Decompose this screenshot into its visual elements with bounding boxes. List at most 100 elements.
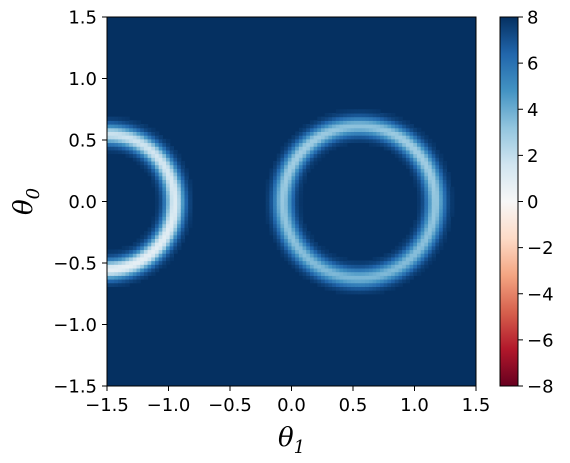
heatmap-cell bbox=[343, 131, 348, 136]
heatmap-cell bbox=[147, 267, 152, 273]
heatmap-cell bbox=[173, 168, 178, 173]
heatmap-cell bbox=[446, 216, 451, 221]
heatmap-cell bbox=[154, 153, 160, 158]
heatmap-cell bbox=[295, 234, 300, 239]
heatmap-cell bbox=[136, 278, 141, 284]
heatmap-cell bbox=[306, 157, 311, 162]
heatmap-cell bbox=[413, 253, 418, 258]
heatmap-cell bbox=[166, 256, 171, 262]
heatmap-cell bbox=[321, 278, 326, 284]
heatmap-cell bbox=[313, 157, 318, 162]
heatmap-cell bbox=[140, 242, 145, 247]
heatmap-cell bbox=[276, 234, 282, 239]
heatmap-cell bbox=[354, 116, 359, 121]
heatmap-cell bbox=[276, 194, 282, 199]
heatmap-cell bbox=[350, 275, 355, 280]
heatmap-cell bbox=[402, 138, 407, 144]
heatmap-cell bbox=[276, 186, 282, 192]
heatmap-cell bbox=[132, 131, 138, 136]
heatmap-cell bbox=[166, 149, 171, 155]
heatmap-cell bbox=[339, 109, 344, 114]
heatmap-cell bbox=[387, 271, 392, 276]
heatmap-cell bbox=[324, 275, 329, 280]
heatmap-cell bbox=[269, 175, 274, 180]
heatmap-cell bbox=[114, 253, 119, 258]
heatmap-cell bbox=[428, 164, 433, 169]
heatmap-cell bbox=[158, 171, 163, 177]
heatmap-cell bbox=[368, 112, 374, 118]
heatmap-cell bbox=[394, 138, 400, 144]
heatmap-cell bbox=[287, 194, 293, 199]
heatmap-cell bbox=[291, 168, 296, 173]
heatmap-cell bbox=[151, 171, 156, 177]
heatmap-cell bbox=[291, 216, 296, 221]
heatmap-cell bbox=[158, 175, 163, 180]
heatmap-cell bbox=[354, 260, 359, 265]
heatmap-cell bbox=[280, 212, 285, 217]
heatmap-cell bbox=[405, 127, 411, 132]
heatmap-cell bbox=[442, 227, 448, 232]
heatmap-cell bbox=[387, 124, 392, 129]
heatmap-cell bbox=[424, 219, 429, 225]
heatmap-cell bbox=[420, 208, 425, 214]
heatmap-cell bbox=[107, 124, 112, 129]
heatmap-cell bbox=[361, 290, 366, 295]
heatmap-cell bbox=[295, 227, 300, 232]
heatmap-cell bbox=[313, 275, 318, 280]
heatmap-cell bbox=[391, 127, 396, 132]
heatmap-cell bbox=[321, 256, 326, 262]
heatmap-cell bbox=[110, 135, 115, 140]
heatmap-cell bbox=[118, 267, 123, 273]
heatmap-cell bbox=[405, 271, 411, 276]
heatmap-cell bbox=[380, 267, 385, 273]
heatmap-cell bbox=[428, 256, 433, 262]
heatmap-cell bbox=[428, 175, 433, 180]
heatmap-cell bbox=[166, 168, 171, 173]
heatmap-cell bbox=[118, 282, 123, 287]
heatmap-cell bbox=[332, 271, 337, 276]
heatmap-cell bbox=[416, 168, 422, 173]
heatmap-cell bbox=[107, 131, 112, 136]
heatmap-cell bbox=[368, 264, 374, 269]
heatmap-cell bbox=[309, 138, 315, 144]
heatmap-cell bbox=[132, 153, 138, 158]
heatmap-cell bbox=[324, 131, 329, 136]
heatmap-cell bbox=[147, 249, 152, 254]
heatmap-cell bbox=[295, 197, 300, 203]
heatmap-cell bbox=[291, 197, 296, 203]
heatmap-cell bbox=[306, 160, 311, 166]
heatmap-cell bbox=[166, 208, 171, 214]
heatmap-cell bbox=[328, 146, 333, 151]
heatmap-cell bbox=[435, 208, 440, 214]
heatmap-cell bbox=[298, 245, 304, 251]
heatmap-cell bbox=[420, 164, 425, 169]
heatmap-cell bbox=[332, 286, 337, 291]
heatmap-cell bbox=[339, 278, 344, 284]
heatmap-cell bbox=[147, 271, 152, 276]
heatmap-cell bbox=[442, 201, 448, 206]
heatmap-cell bbox=[368, 267, 374, 273]
heatmap-cell bbox=[169, 219, 175, 225]
heatmap-cell bbox=[154, 142, 160, 147]
heatmap-cell bbox=[151, 127, 156, 132]
heatmap-cell bbox=[132, 260, 138, 265]
heatmap-cell bbox=[346, 275, 352, 280]
heatmap-cell bbox=[169, 256, 175, 262]
heatmap-cell bbox=[376, 109, 381, 114]
heatmap-cell bbox=[324, 249, 329, 254]
heatmap-cell bbox=[317, 116, 322, 121]
heatmap-cell bbox=[328, 264, 333, 269]
heatmap-cell bbox=[339, 135, 344, 140]
heatmap-cell bbox=[309, 131, 315, 136]
heatmap-cell bbox=[136, 275, 141, 280]
heatmap-cell bbox=[151, 271, 156, 276]
heatmap-cell bbox=[405, 278, 411, 284]
x-tick-label: −0.5 bbox=[208, 395, 252, 416]
heatmap-cell bbox=[368, 282, 374, 287]
heatmap-cell bbox=[339, 256, 344, 262]
heatmap-cell bbox=[424, 179, 429, 184]
heatmap-cell bbox=[332, 120, 337, 125]
heatmap-cell bbox=[147, 264, 152, 269]
heatmap-cell bbox=[321, 142, 326, 147]
heatmap-cell bbox=[343, 120, 348, 125]
